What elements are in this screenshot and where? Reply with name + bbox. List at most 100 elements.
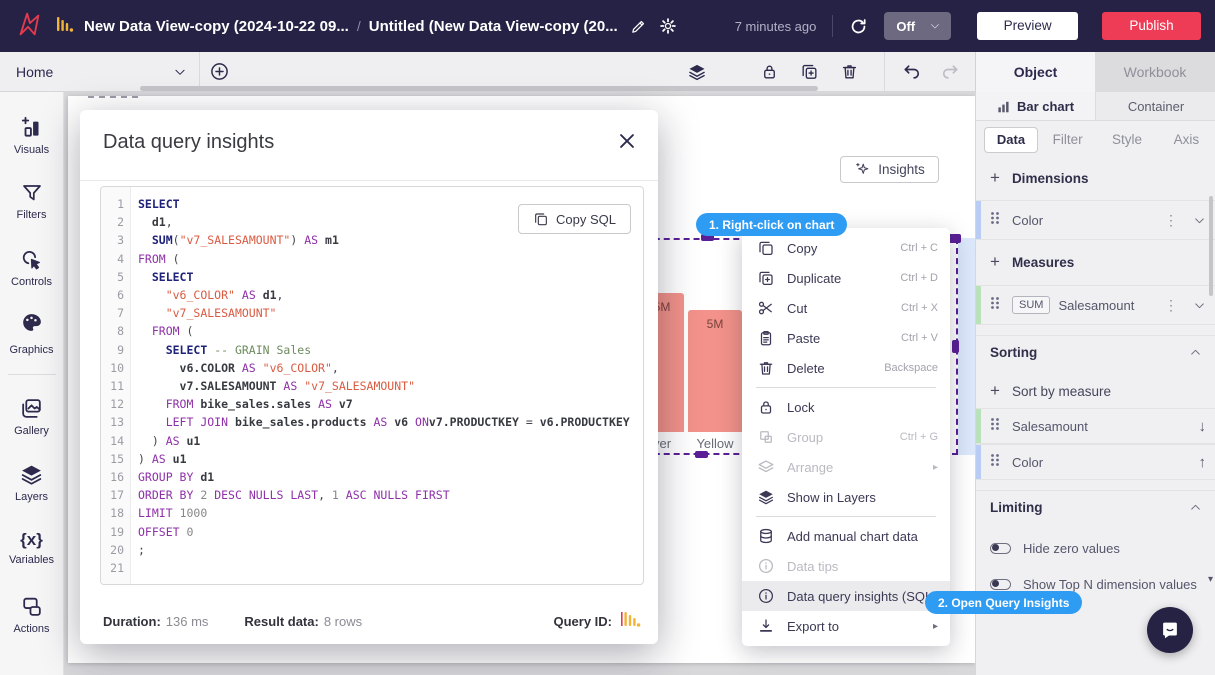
tab-data[interactable]: Data [984, 126, 1038, 153]
submenu-arrow-icon: ▸ [932, 620, 938, 632]
mini-bar-chart-icon [998, 101, 1009, 113]
sort-direction-icon[interactable]: ↑ [1198, 453, 1207, 471]
drag-handle-icon[interactable] [990, 296, 1000, 315]
tab-object[interactable]: Object [975, 51, 1095, 92]
sidebar-item-visuals[interactable]: Visuals [0, 102, 64, 168]
line-number: 7 [117, 306, 124, 321]
menu-item-show-in-layers[interactable]: Show in Layers [742, 482, 950, 512]
preview-button[interactable]: Preview [977, 12, 1079, 40]
layers-icon [756, 458, 775, 477]
menu-item-export-to[interactable]: Export to ▸ [742, 611, 950, 641]
menu-item-data-query-insights[interactable]: Data query insights (SQL) [742, 581, 950, 611]
plus-icon: + [990, 252, 1000, 271]
sort-by-measure[interactable]: + Sort by measure [990, 381, 1111, 400]
sort-row-salesamount[interactable]: Salesamount ↓ [976, 408, 1215, 444]
sort-row-color[interactable]: Color ↑ [976, 444, 1215, 480]
menu-item-copy[interactable]: Copy Ctrl + C [742, 233, 950, 263]
menu-item-delete[interactable]: Delete Backspace [742, 353, 950, 383]
sql-line: "v6_COLOR" AS d1, [165, 288, 284, 303]
menu-item-arrange[interactable]: Arrange ▸ [742, 452, 950, 482]
selection-handle[interactable] [952, 340, 959, 353]
drag-handle-icon[interactable] [990, 211, 1000, 230]
selection-handle[interactable] [695, 451, 708, 458]
refresh-icon[interactable] [849, 17, 868, 36]
info-icon [756, 557, 775, 576]
sort-direction-icon[interactable]: ↓ [1198, 417, 1207, 435]
undo-icon[interactable] [897, 57, 927, 87]
dimension-row-color[interactable]: Color ⋮ [976, 200, 1215, 240]
sidebar-item-actions[interactable]: Actions [0, 581, 64, 647]
copy-sql-button[interactable]: Copy SQL [518, 204, 631, 234]
brand-logo-icon[interactable] [14, 9, 44, 44]
sql-code-block[interactable]: 1 2 3 4 5 6 7 8 9 10 11 12 13 14 15 16 17 18 19 20 21 SELECT… [100, 186, 644, 585]
line-number: 16 [110, 470, 124, 485]
aggregation-badge[interactable]: SUM [1012, 296, 1051, 314]
toggle-switch[interactable] [990, 578, 1011, 590]
collapse-chevron-icon[interactable] [1189, 501, 1202, 514]
dimensions-header[interactable]: + Dimensions [990, 168, 1089, 187]
menu-item-lock[interactable]: Lock [742, 392, 950, 422]
duplicate-icon[interactable] [794, 57, 824, 87]
sidebar-item-gallery[interactable]: Gallery [0, 383, 64, 449]
scroll-down-icon[interactable]: ▾ [1207, 574, 1213, 585]
chat-launcher[interactable] [1147, 607, 1193, 653]
sidebar-item-graphics[interactable]: Graphics [0, 300, 64, 366]
kebab-menu-icon[interactable]: ⋮ [1164, 296, 1179, 313]
menu-item-data-tips[interactable]: Data tips [742, 551, 950, 581]
limiting-header[interactable]: Limiting [976, 490, 1215, 524]
measure-row-salesamount[interactable]: SUM Salesamount ⋮ [976, 285, 1215, 325]
collapse-chevron-icon[interactable] [1189, 346, 1202, 359]
selection-handle[interactable] [701, 234, 714, 241]
redo-icon[interactable] [935, 57, 965, 87]
selection-handle[interactable] [948, 234, 961, 243]
sidebar-item-filters[interactable]: Filters [0, 168, 64, 234]
trash-icon[interactable] [834, 57, 864, 87]
lock-icon[interactable] [754, 57, 784, 87]
kebab-menu-icon[interactable]: ⋮ [1164, 211, 1179, 228]
gear-icon[interactable] [659, 17, 677, 35]
sql-line [138, 559, 643, 577]
close-icon[interactable] [616, 130, 638, 152]
auto-refresh-select[interactable]: Off [884, 12, 952, 40]
edit-pencil-icon[interactable] [630, 18, 647, 35]
sidebar-item-layers[interactable]: Layers [0, 449, 64, 515]
measures-header[interactable]: + Measures [990, 252, 1075, 271]
panel-scrollbar[interactable] [1209, 196, 1213, 296]
layers-icon[interactable] [682, 57, 712, 87]
menu-item-paste[interactable]: Paste Ctrl + V [742, 323, 950, 353]
chevron-down-icon[interactable] [1193, 299, 1206, 312]
page-title[interactable]: Untitled (New Data View-copy (20... [368, 17, 618, 35]
query-id-label: Query ID: [553, 613, 612, 629]
toggle-switch[interactable] [990, 542, 1011, 554]
horizontal-scrollbar[interactable] [140, 86, 818, 91]
add-item-icon[interactable] [204, 57, 234, 87]
home-breadcrumb[interactable]: Home [16, 63, 54, 80]
line-number: 15 [110, 451, 124, 466]
left-sidebar: Visuals Filters Controls Graphics Galler… [0, 92, 64, 675]
tab-bar-chart[interactable]: Bar chart [976, 92, 1096, 120]
loading-bars-icon [56, 13, 74, 40]
chevron-down-icon[interactable] [1193, 214, 1206, 227]
chevron-down-icon [931, 24, 940, 29]
tab-style[interactable]: Style [1111, 132, 1142, 147]
menu-item-add-manual-chart-data[interactable]: Add manual chart data [742, 521, 950, 551]
menu-item-cut[interactable]: Cut Ctrl + X [742, 293, 950, 323]
sidebar-item-controls[interactable]: Controls [0, 234, 64, 300]
tab-container[interactable]: Container [1096, 92, 1215, 120]
sidebar-item-variables[interactable]: {x} Variables [8, 530, 55, 566]
menu-item-group[interactable]: Group Ctrl + G [742, 422, 950, 452]
insights-button[interactable]: Insights [840, 156, 939, 183]
menu-item-duplicate[interactable]: Duplicate Ctrl + D [742, 263, 950, 293]
sorting-header[interactable]: Sorting [976, 335, 1215, 369]
tab-workbook[interactable]: Workbook [1095, 51, 1215, 92]
drag-handle-icon[interactable] [990, 453, 1000, 472]
tab-axis[interactable]: Axis [1173, 132, 1200, 147]
sql-line: ) AS u1 [138, 451, 187, 466]
sql-line: "v7_SALESAMOUNT" [165, 306, 277, 321]
doc-title[interactable]: New Data View-copy (2024-10-22 09... [84, 17, 349, 35]
chart-bar[interactable]: 5M [688, 310, 742, 432]
drag-handle-icon[interactable] [990, 417, 1000, 436]
tab-filter[interactable]: Filter [1052, 132, 1083, 147]
chevron-down-icon[interactable] [165, 57, 195, 87]
publish-button[interactable]: Publish [1102, 12, 1201, 40]
